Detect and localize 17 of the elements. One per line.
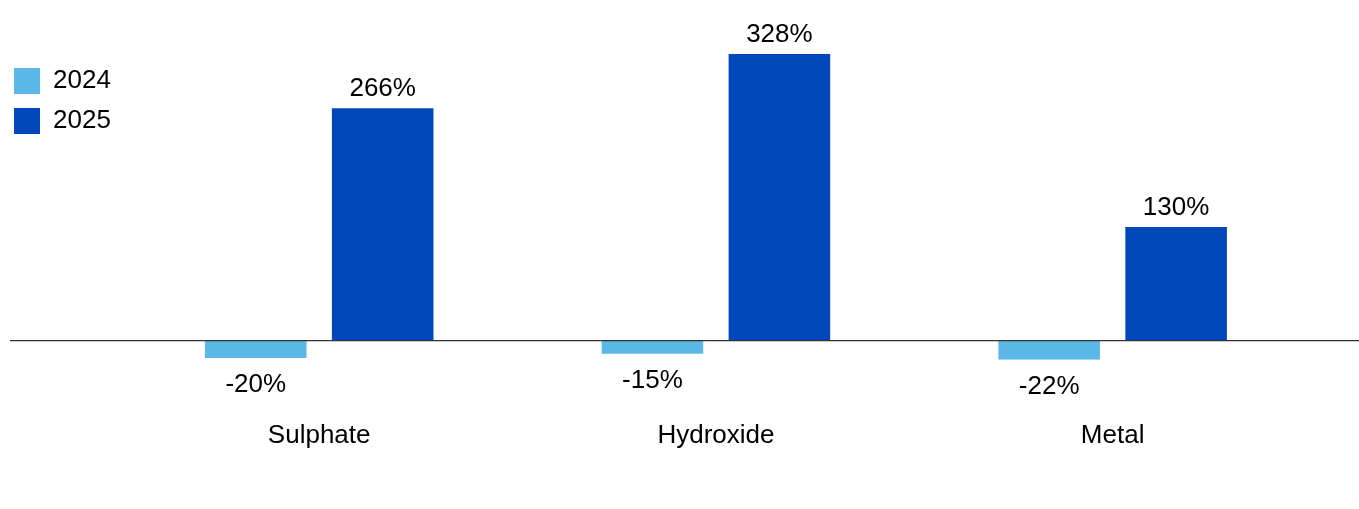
x-tick-label: Metal bbox=[1080, 418, 1145, 449]
bar bbox=[601, 340, 704, 354]
data-label: 266% bbox=[349, 72, 416, 103]
bar bbox=[204, 340, 307, 359]
bar bbox=[998, 340, 1100, 360]
bar bbox=[728, 54, 831, 341]
data-label: -22% bbox=[1018, 369, 1080, 400]
x-tick-label: Sulphate bbox=[267, 418, 371, 449]
legend-label: 2024 bbox=[53, 64, 111, 95]
data-label: 130% bbox=[1142, 191, 1210, 222]
bar bbox=[331, 108, 434, 341]
bar bbox=[1125, 227, 1227, 341]
x-tick-label: Hydroxide bbox=[657, 418, 775, 449]
legend-label: 2025 bbox=[53, 104, 111, 135]
data-label: -15% bbox=[622, 363, 683, 394]
data-label: -20% bbox=[225, 368, 287, 399]
data-label: 328% bbox=[746, 18, 813, 49]
